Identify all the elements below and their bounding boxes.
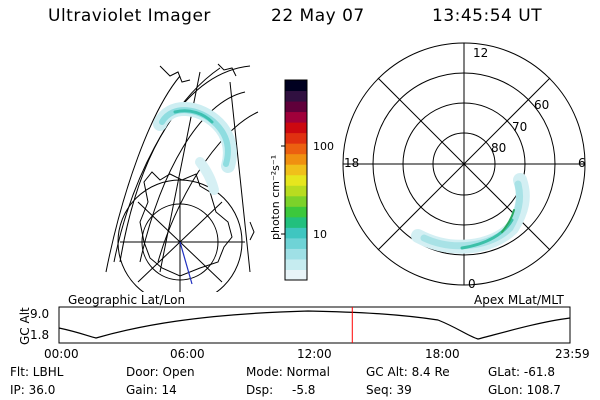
colorbar-segment [285, 206, 307, 218]
glat-info: GLat: -61.8 [488, 365, 555, 379]
altitude-ytick-bottom: 1.8 [30, 328, 50, 342]
colorbar-unit-label: photon cm⁻²s⁻¹ [269, 154, 282, 240]
colorbar-segment [285, 248, 307, 260]
colorbar-frame [284, 79, 308, 281]
door-info: Door: Open [126, 365, 195, 379]
coastline [249, 221, 255, 241]
colorbar-segment [285, 269, 307, 281]
flt-info: Flt: LBHL [10, 365, 64, 379]
mlt-label-6: 6 [578, 156, 586, 170]
colorbar-segment [285, 132, 307, 144]
gain-info: Gain: 14 [126, 383, 177, 397]
colorbar-segment [285, 90, 307, 102]
auroral-oval [153, 102, 237, 195]
geographic-caption: Geographic Lat/Lon [68, 293, 186, 307]
mlt-label-12: 12 [473, 46, 489, 60]
colorbar [281, 79, 308, 281]
mlt-diagonal [377, 77, 551, 251]
dsp-value: -5.8 [292, 383, 316, 397]
colorbar-segment [285, 216, 307, 228]
ip-info: IP: 36.0 [10, 383, 56, 397]
colorbar-segment [285, 237, 307, 249]
colorbar-segment [285, 153, 307, 165]
header-date: 22 May 07 [271, 6, 365, 26]
altitude-curve [58, 310, 571, 340]
time-tick-4: 23:59 [555, 347, 590, 361]
colorbar-segment [285, 101, 307, 113]
meridian-arc [105, 75, 181, 273]
mlat-label-80: 80 [491, 141, 507, 155]
seq-info: Seq: 39 [366, 383, 412, 397]
colorbar-segment [285, 143, 307, 155]
header-time: 13:45:54 UT [432, 6, 543, 26]
mlt-label-0: 0 [468, 277, 476, 291]
time-tick-2: 12:00 [297, 347, 332, 361]
polar-plot [342, 42, 586, 286]
glon-info: GLon: 108.7 [488, 383, 561, 397]
latitude-arc [157, 111, 259, 263]
auroral-emission [411, 173, 530, 254]
colorbar-segment [285, 164, 307, 176]
colorbar-segment [285, 80, 307, 92]
dsp-label: Dsp: [246, 383, 274, 397]
coastline [139, 171, 233, 277]
altitude-plot-frame [58, 306, 571, 344]
instrument-title: Ultraviolet Imager [48, 6, 211, 26]
coastline [159, 65, 191, 83]
meridian-arc [113, 67, 221, 263]
coastline [217, 63, 237, 77]
latitude-arc [139, 91, 246, 263]
altitude-ytick-top: 9.0 [30, 307, 50, 321]
colorbar-segment [285, 111, 307, 123]
colorbar-tick-10: 10 [313, 228, 327, 241]
noon-meridian [179, 241, 193, 285]
colorbar-segment [285, 122, 307, 134]
mlt-label-18: 18 [344, 156, 360, 170]
colorbar-segment [285, 195, 307, 207]
altitude-plot [58, 306, 571, 344]
apex-caption: Apex MLat/MLT [474, 293, 564, 307]
meridian-line [229, 81, 251, 273]
mlat-label-60: 60 [534, 98, 550, 112]
time-tick-3: 18:00 [425, 347, 460, 361]
colorbar-segment [285, 185, 307, 197]
time-tick-0: 00:00 [44, 347, 79, 361]
colorbar-segment [285, 174, 307, 186]
mode-info: Mode: Normal [246, 365, 330, 379]
gc-alt-info: GC Alt: 8.4 Re [366, 365, 450, 379]
colorbar-segment [285, 258, 307, 270]
mlat-label-70: 70 [512, 120, 528, 134]
geographic-map [105, 63, 259, 292]
time-tick-1: 06:00 [170, 347, 205, 361]
colorbar-segment [285, 227, 307, 239]
colorbar-tick-100: 100 [313, 140, 334, 153]
